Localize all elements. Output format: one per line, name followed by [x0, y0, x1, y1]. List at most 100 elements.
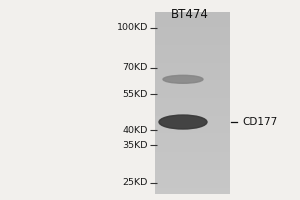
Bar [155, 70, 230, 71]
Bar [155, 71, 230, 73]
Bar [155, 116, 230, 118]
Bar [155, 67, 230, 68]
Bar [155, 57, 230, 58]
Bar [155, 161, 230, 162]
Bar [155, 177, 230, 178]
Bar [155, 173, 230, 175]
Bar [155, 65, 230, 67]
Bar [155, 125, 230, 126]
Bar [155, 13, 230, 14]
Bar [155, 159, 230, 160]
Bar [155, 175, 230, 176]
Bar [155, 68, 230, 69]
Bar [155, 101, 230, 102]
Bar [155, 80, 230, 81]
Bar [155, 188, 230, 189]
Bar [155, 53, 230, 54]
Bar [155, 171, 230, 172]
Bar [155, 152, 230, 153]
Bar [155, 190, 230, 192]
Bar [155, 153, 230, 154]
Bar [155, 73, 230, 74]
Text: 70KD: 70KD [123, 63, 148, 72]
Bar [155, 24, 230, 25]
Bar [155, 102, 230, 103]
Bar [155, 155, 230, 156]
Bar [155, 182, 230, 183]
Bar [155, 176, 230, 177]
Text: 35KD: 35KD [122, 141, 148, 150]
Bar [155, 54, 230, 56]
Bar [155, 160, 230, 161]
Bar [155, 91, 230, 92]
Text: 40KD: 40KD [123, 126, 148, 135]
Bar [155, 51, 230, 52]
Bar [155, 84, 230, 85]
Bar [155, 186, 230, 187]
Bar [155, 25, 230, 27]
Bar [155, 131, 230, 132]
Bar [155, 69, 230, 70]
Bar [155, 141, 230, 142]
Bar [155, 187, 230, 188]
Bar [155, 121, 230, 122]
Bar [155, 135, 230, 136]
Bar [155, 149, 230, 150]
Bar [155, 76, 230, 78]
Bar [155, 18, 230, 19]
Bar [155, 172, 230, 173]
Bar [155, 144, 230, 145]
Bar [155, 148, 230, 149]
Bar [155, 22, 230, 23]
Bar [155, 156, 230, 158]
Bar [155, 48, 230, 50]
Ellipse shape [163, 75, 203, 83]
Bar [155, 56, 230, 57]
Bar [155, 19, 230, 20]
Bar [155, 118, 230, 119]
Bar [155, 170, 230, 171]
Text: CD177: CD177 [242, 117, 277, 127]
Bar [155, 103, 230, 104]
Bar [155, 58, 230, 59]
Bar [155, 39, 230, 40]
Ellipse shape [159, 115, 207, 129]
Bar [155, 192, 230, 193]
Bar [155, 167, 230, 169]
Bar [155, 104, 230, 105]
Bar [155, 183, 230, 184]
Bar [155, 74, 230, 75]
Bar [155, 30, 230, 31]
Bar [155, 178, 230, 179]
Bar [155, 130, 230, 131]
Bar [155, 193, 230, 194]
Bar [155, 166, 230, 167]
Bar [155, 34, 230, 35]
Bar [155, 139, 230, 141]
Bar [155, 29, 230, 30]
Bar [155, 50, 230, 51]
Bar [155, 93, 230, 95]
Bar [155, 99, 230, 101]
Bar [155, 113, 230, 114]
Text: 25KD: 25KD [123, 178, 148, 187]
Bar [155, 179, 230, 181]
Bar [155, 109, 230, 110]
Bar [155, 75, 230, 76]
Text: 100KD: 100KD [117, 23, 148, 32]
Bar [155, 86, 230, 87]
Bar [155, 122, 230, 124]
Bar [155, 184, 230, 186]
Bar [155, 114, 230, 115]
Text: BT474: BT474 [171, 8, 209, 21]
Bar [155, 126, 230, 127]
Bar [155, 31, 230, 33]
Bar [155, 61, 230, 62]
Bar [155, 44, 230, 45]
Bar [155, 85, 230, 86]
Bar [155, 41, 230, 42]
Bar [155, 145, 230, 147]
Bar [155, 37, 230, 39]
Bar [155, 181, 230, 182]
Bar [155, 36, 230, 37]
